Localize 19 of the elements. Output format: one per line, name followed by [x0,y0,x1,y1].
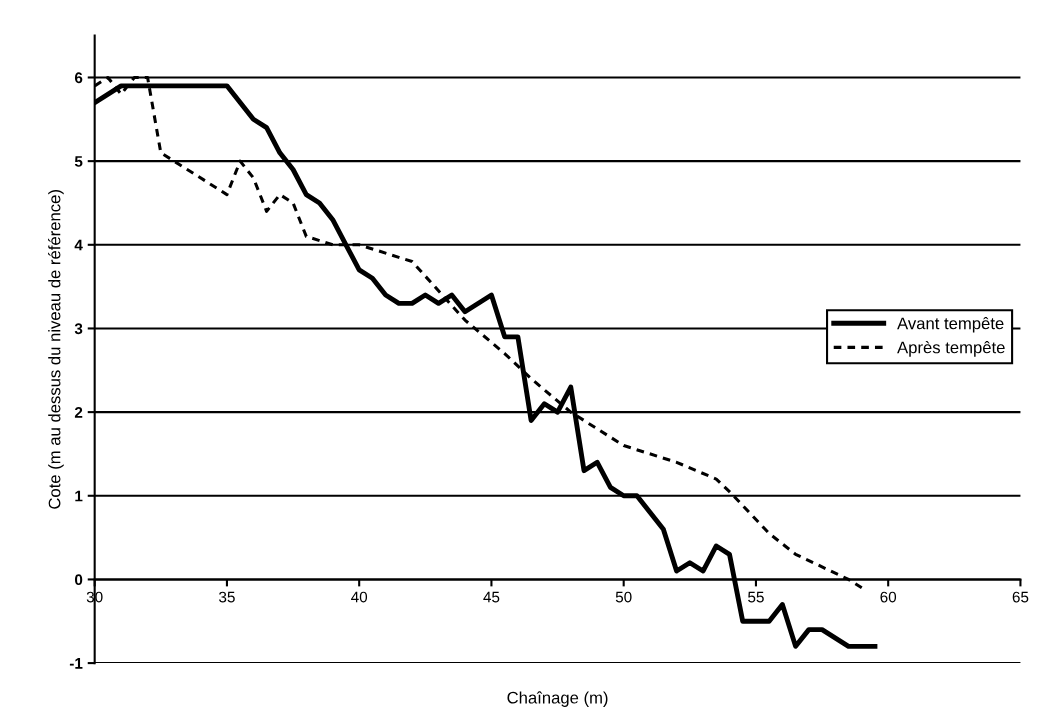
x-tick-label: 45 [483,591,500,603]
x-tick-label: 65 [1012,591,1029,603]
y-tick-label: 5 [74,156,83,167]
x-axis-title: Chaînage (m) [507,691,608,707]
x-tick-label: 50 [615,591,632,603]
y-tick-label: 2 [74,406,83,418]
legend-label: Après tempête [897,340,1005,357]
y-tick-label: 6 [74,72,83,84]
x-tick-label: 40 [351,591,368,603]
y-axis-title: Cote (m au dessus du niveau de référence) [48,190,64,509]
legend-label: Avant tempête [897,316,1004,333]
y-tick-label: 4 [74,239,83,251]
x-tick-label: 55 [748,591,764,603]
y-tick-label: 3 [74,323,83,335]
x-tick-label: 35 [219,591,235,603]
x-tick-label: 60 [880,591,897,603]
y-tick-label: -1 [69,658,83,669]
y-tick-label: 0 [74,574,83,586]
y-tick-label: 1 [75,490,83,502]
